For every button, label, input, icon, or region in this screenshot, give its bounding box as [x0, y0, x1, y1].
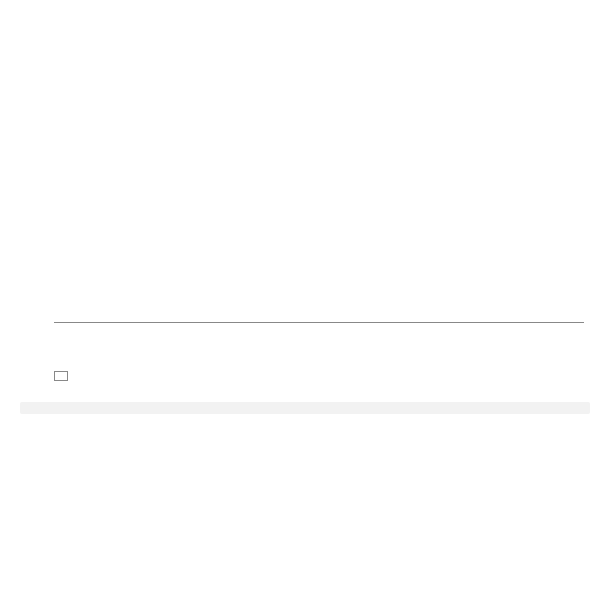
- footer-note: [20, 402, 590, 414]
- y-axis: [10, 18, 54, 323]
- plot-area: [54, 18, 584, 323]
- legend: [54, 371, 68, 381]
- chart-plot: [10, 18, 590, 363]
- x-axis: [54, 323, 584, 363]
- series-svg: [54, 18, 584, 322]
- chart-container: [0, 0, 600, 590]
